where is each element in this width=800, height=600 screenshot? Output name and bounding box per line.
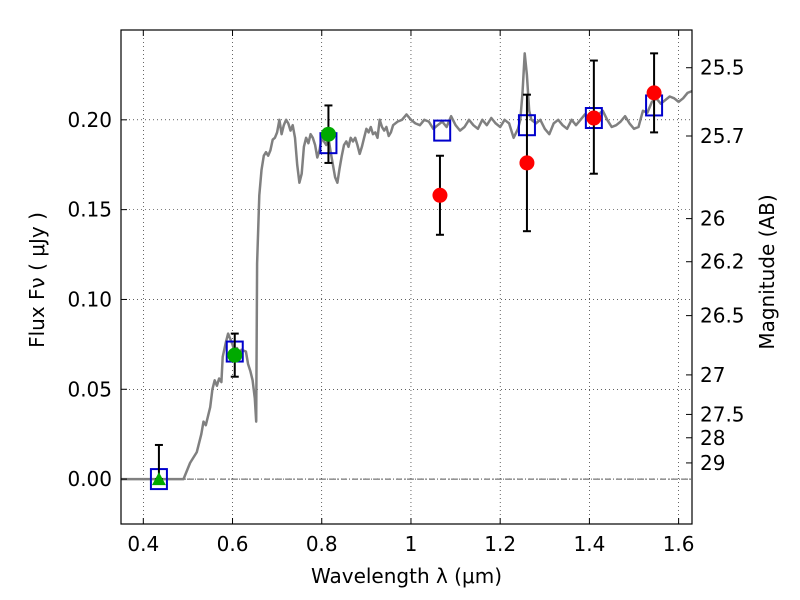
right-tick-label: 26.2 [700, 250, 745, 274]
observed-flux-point [320, 126, 336, 142]
x-tick-label: 0.8 [306, 532, 338, 556]
x-tick-label: 1.2 [484, 532, 516, 556]
observed-flux-point [519, 155, 535, 171]
y-axis-label: Flux Fν ( μJy ) [25, 212, 49, 348]
right-tick-label: 25.7 [700, 124, 745, 148]
right-tick-label: 27 [700, 363, 725, 387]
observed-flux-point [646, 85, 662, 101]
observed-flux-point [432, 187, 448, 203]
x-tick-label: 0.4 [127, 532, 159, 556]
observed-triangle-point [151, 472, 166, 486]
grid-lines [121, 30, 692, 524]
model-spectrum-line [121, 52, 693, 481]
x-tick-label: 1.4 [573, 532, 605, 556]
right-tick-label: 26 [700, 207, 725, 231]
y-tick-label: 0.00 [67, 467, 112, 491]
right-tick-label: 27.5 [700, 402, 745, 426]
observed-flux-point [227, 347, 243, 363]
right-tick-label: 29 [700, 451, 725, 475]
right-tick-label: 26.5 [700, 304, 745, 328]
right-axis-label: Magnitude (AB) [755, 194, 779, 349]
model-photometry-box [433, 119, 452, 142]
x-axis-label: Wavelength λ (μm) [311, 564, 502, 588]
plot-frame [120, 29, 693, 525]
y-tick-label: 0.15 [67, 198, 112, 222]
y-tick-label: 0.10 [67, 287, 112, 311]
observed-flux-point [586, 110, 602, 126]
right-tick-label: 25.5 [700, 56, 745, 80]
axis-ticks: 0.4 0.6 0.8 1 1.2 1.4 1.6 0.00 0.05 0.10 0.15 0.20 2… [67, 30, 745, 556]
y-tick-label: 0.05 [67, 377, 112, 401]
y-tick-label: 0.20 [67, 108, 112, 132]
data-series [121, 52, 693, 491]
x-tick-label: 1 [405, 532, 418, 556]
x-tick-label: 1.6 [663, 532, 695, 556]
x-tick-label: 0.6 [217, 532, 249, 556]
right-tick-label: 28 [700, 426, 725, 450]
